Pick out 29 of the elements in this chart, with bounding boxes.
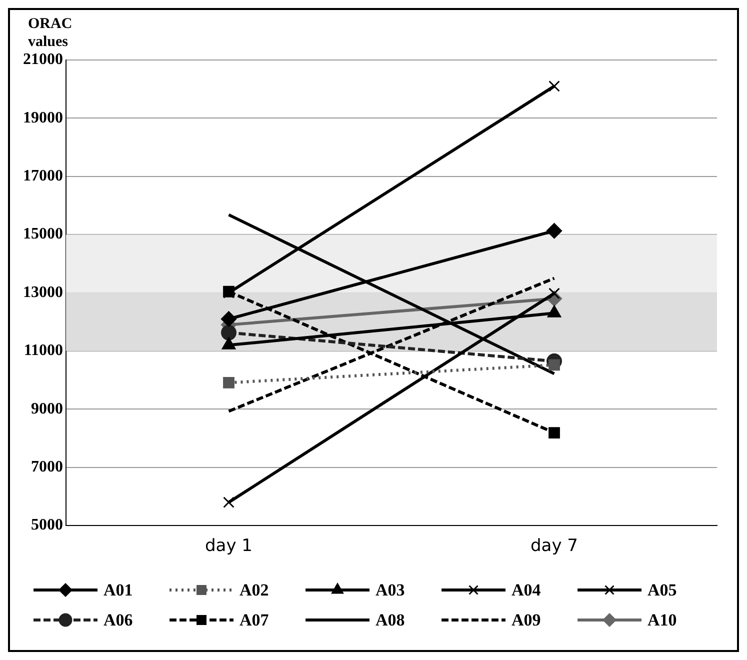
y-tick-label: 17000: [23, 168, 63, 185]
point: [221, 324, 236, 340]
x-tick-label: day 1: [205, 536, 252, 556]
point: [223, 496, 234, 508]
legend-label: A04: [512, 580, 542, 600]
y-axis-title: ORAC values: [28, 16, 72, 50]
legend-label: A10: [648, 610, 677, 630]
y-tick-label: 5000: [31, 516, 63, 534]
legend-label: A07: [240, 610, 270, 630]
legend-label: A03: [376, 580, 405, 600]
x-tick-label: day 7: [530, 536, 578, 556]
y-tick-label: 19000: [23, 109, 63, 126]
legend-label: A01: [104, 580, 133, 600]
point: [548, 427, 560, 438]
legend-label: A09: [512, 610, 541, 630]
legend-label: A06: [104, 610, 133, 630]
point: [223, 377, 234, 388]
y-tick-label: 9000: [31, 400, 63, 418]
y-tick-label: 13000: [23, 284, 63, 301]
point: [548, 80, 560, 92]
y-tick-label: 15000: [23, 226, 63, 243]
legend-label: A02: [240, 580, 269, 600]
y-tick-label: 7000: [31, 458, 63, 476]
point: [221, 311, 236, 327]
point: [546, 223, 562, 239]
y-tick-label: 11000: [24, 342, 63, 360]
legend-label: A05: [648, 580, 677, 600]
legend-label: A08: [376, 610, 405, 630]
y-tick-label: 21000: [23, 51, 63, 68]
